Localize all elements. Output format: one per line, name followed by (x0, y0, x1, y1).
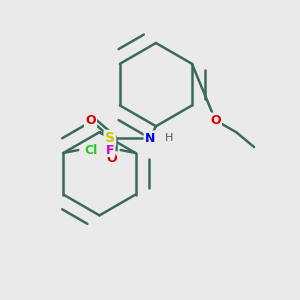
Text: O: O (210, 114, 221, 127)
Text: O: O (106, 152, 117, 165)
Text: H: H (165, 133, 173, 143)
Text: N: N (145, 132, 155, 145)
Text: O: O (85, 114, 96, 127)
Text: Cl: Cl (84, 143, 98, 157)
Text: F: F (106, 143, 115, 157)
Text: S: S (105, 131, 115, 145)
